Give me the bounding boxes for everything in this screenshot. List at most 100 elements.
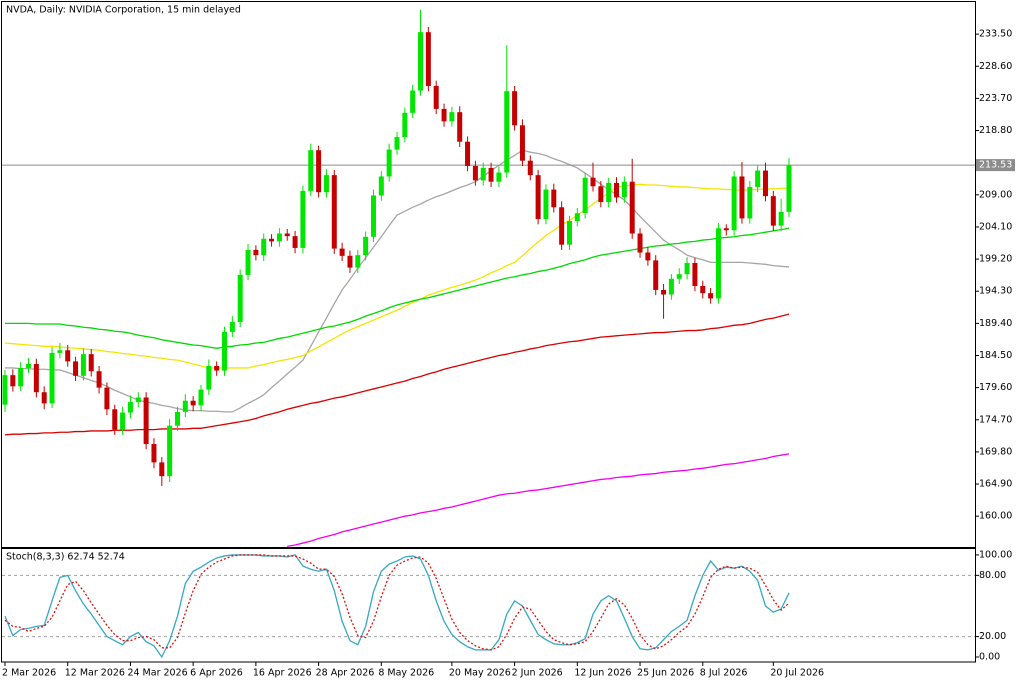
y-tick-label: 80.00 (979, 570, 1006, 581)
candle-body (229, 322, 235, 332)
candle-body (676, 274, 682, 279)
stoch-title: Stoch(8,3,3) 62.74 52.74 (6, 552, 125, 563)
x-tick-label: 28 Apr 2026 (316, 668, 375, 679)
price-pane-frame (1, 1, 976, 548)
candle-body (292, 236, 298, 248)
y-tick-label: 100.00 (979, 549, 1012, 560)
candle-body (237, 274, 243, 323)
candle-body (433, 85, 439, 109)
stoch-plot (2, 554, 975, 659)
candle-body (559, 207, 565, 245)
y-tick-label: 160.00 (979, 511, 1012, 522)
candle-body (566, 221, 572, 245)
candle-body (645, 252, 651, 261)
candle-body (684, 263, 690, 275)
x-tick-label: 25 Jun 2026 (637, 668, 694, 679)
candle-body (26, 364, 32, 368)
x-tick-label: 20 May 2026 (449, 668, 511, 679)
y-tick-label: 233.50 (979, 29, 1012, 40)
candle-body (590, 177, 596, 187)
x-tick-label: 12 Jun 2026 (574, 668, 631, 679)
candle-body (394, 137, 400, 150)
candle-body (614, 183, 620, 198)
candle-body (551, 189, 557, 208)
candle-body (41, 392, 47, 404)
candle-body (182, 400, 188, 412)
plot-layer: 160.00 164.90 169.80 174.70 179.60 184.50 189.… (2, 9, 1015, 679)
candle-body (370, 195, 376, 237)
series-line (5, 149, 790, 413)
candle-body (543, 189, 549, 220)
candle-body (135, 397, 141, 403)
candle-body (10, 375, 16, 387)
candle-body (449, 112, 455, 122)
candle-body (598, 186, 604, 203)
candle-body (755, 170, 761, 187)
y-tick-label: 179.60 (979, 382, 1012, 393)
x-tick-label: 8 Jul 2026 (700, 668, 748, 679)
candle-body (269, 238, 275, 242)
candle-body (731, 176, 737, 231)
candle-body (574, 213, 580, 222)
candle-body (151, 444, 157, 463)
y-tick-label: 199.20 (979, 254, 1012, 265)
candle-body (723, 228, 729, 231)
series-line (287, 453, 790, 547)
candle-body (65, 350, 71, 362)
candle-body (190, 400, 196, 406)
price-plot (2, 9, 975, 547)
candle-body (308, 150, 314, 191)
series-line (4, 183, 789, 369)
series-line (4, 554, 790, 651)
candle-body (425, 32, 431, 86)
candle-body (300, 190, 306, 248)
candle-body (120, 412, 126, 430)
y-tick-label: 184.50 (979, 350, 1012, 361)
y-tick-label: 218.80 (979, 125, 1012, 136)
candle-body (621, 181, 627, 198)
x-tick-label: 2 Jun 2026 (512, 668, 563, 679)
x-tick-label: 6 Apr 2026 (190, 668, 243, 679)
candle-body (88, 354, 94, 372)
candle-body (512, 91, 518, 126)
candle-body (73, 361, 79, 376)
last-price-box (975, 159, 1015, 172)
y-tick-label: 209.00 (979, 189, 1012, 200)
candle-body (355, 255, 361, 268)
y-tick-label: 194.30 (979, 286, 1012, 297)
x-tick-label: 8 May 2026 (378, 668, 434, 679)
candle-body (214, 365, 220, 371)
candle-body (480, 167, 486, 181)
stoch-pane-frame (1, 548, 976, 663)
y-tick-label: 189.40 (979, 318, 1012, 329)
candle-body (96, 371, 102, 388)
candle-body (441, 108, 447, 122)
candle-body (49, 352, 55, 404)
candle-body (339, 248, 345, 256)
x-tick-label: 2 Mar 2026 (2, 668, 56, 679)
candle-body (715, 228, 721, 299)
candle-body (386, 149, 392, 177)
candle-body (222, 331, 228, 371)
candle-body (629, 181, 635, 234)
candle-body (323, 175, 329, 193)
candle-body (112, 409, 118, 430)
candle-body (472, 165, 478, 181)
candle-body (778, 211, 784, 226)
candle-body (2, 375, 8, 405)
candle-body (786, 165, 792, 212)
candle-body (582, 177, 588, 214)
candle-body (104, 387, 110, 410)
candle-body (316, 150, 322, 193)
candle-body (465, 141, 471, 166)
candle-body (535, 175, 541, 220)
candle-body (519, 125, 525, 161)
y-tick-label: 228.60 (979, 61, 1012, 72)
x-tick-label: 20 Jul 2026 (770, 668, 824, 679)
candle-body (33, 364, 39, 393)
candle-body (284, 233, 290, 237)
candle-body (18, 367, 24, 387)
